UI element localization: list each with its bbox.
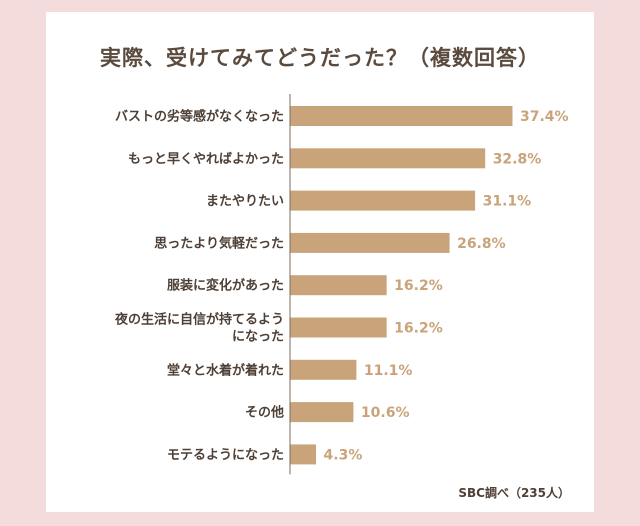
bar [290,444,317,465]
bar [290,232,450,253]
bar [290,275,387,296]
category-label: 夜の生活に自信が持てるよう [114,312,284,328]
value-label: 16.2% [394,321,443,337]
value-label: 16.2% [394,278,443,294]
category-label: 思ったより気軽だった [154,235,284,251]
value-label: 10.6% [361,405,410,421]
category-label: またやりたい [206,194,284,209]
bar [290,359,357,380]
bar-chart: バストの劣等感がなくなった 37.4% もっと早くやればよかった 32.8% またやりた… [114,94,569,475]
chart-title: 実際、受けてみてどうだった？（複数回答） [100,46,540,70]
bar [290,148,486,169]
bar [290,190,476,211]
category-label: 服装に変化があった [167,278,284,294]
category-label: になった [232,330,284,345]
bar [290,317,387,338]
category-label: モテるようになった [167,448,284,463]
value-label: 11.1% [364,363,413,379]
value-label: 37.4% [520,109,569,125]
chart-card: 実際、受けてみてどうだった？（複数回答） バストの劣等感がなくなった 37.4% も… [46,12,594,512]
value-label: 31.1% [483,194,532,210]
value-label: 26.8% [457,236,506,252]
bar [290,106,513,126]
category-label: その他 [245,405,284,421]
value-label: 32.8% [493,151,542,167]
category-label: 堂々と水着が着れた [167,362,284,378]
category-label: もっと早くやればよかった [128,152,284,167]
value-label: 4.3% [324,447,363,463]
category-label: バストの劣等感がなくなった [115,109,284,125]
source-note: SBC調べ（235人） [458,486,570,500]
bar [290,402,354,423]
